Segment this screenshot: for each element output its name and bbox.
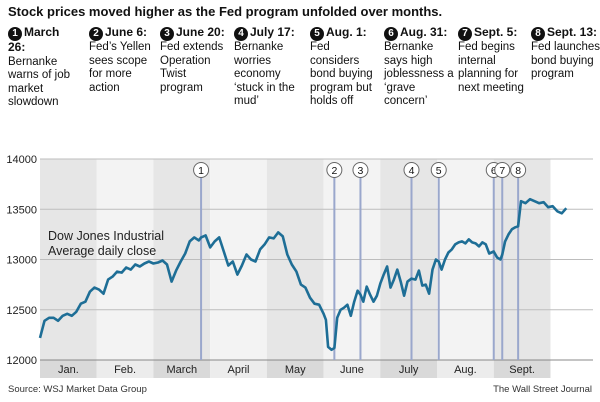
event-number-badge: 5 [310,27,324,41]
event-description: Fed considers bond buying program but ho… [310,41,373,107]
event-description: Fed begins internal planning for next me… [458,41,524,94]
event-marker-circle-3 [352,162,369,178]
month-label-band [153,360,211,378]
event-description: Bernanke worries economy ‘stuck in the m… [234,41,295,107]
series-label: Dow Jones Industrial [48,229,164,243]
event-marker-label-5: 5 [436,165,442,177]
month-tick-label: Sept. [509,364,535,376]
event-date: June 6: [105,25,148,39]
event-3: 3 June 20: Fed extends Operation Twist pro… [160,25,232,95]
month-tick-label: May [285,364,306,376]
event-marker-label-4: 4 [409,165,415,177]
event-number-badge: 6 [384,27,398,41]
month-tick-label: Jan. [58,364,79,376]
event-description: Fed’s Yellen sees scope for more action [89,41,151,94]
event-description: Bernanke says high joblessness a ‘grave … [384,41,454,107]
event-marker-circle-1 [193,162,210,178]
month-label-band [323,360,381,378]
event-marker-circle-5 [430,162,447,178]
event-4: 4 July 17: Bernanke worries economy ‘stuck… [234,25,306,109]
month-label-band [266,360,324,378]
event-marker-circle-2 [326,162,343,178]
event-date: Aug. 1: [326,25,367,39]
month-tick-label: April [228,364,250,376]
y-tick-label: 13500 [6,204,37,216]
credit-note: The Wall Street Journal [493,384,592,395]
event-marker-label-2: 2 [331,165,337,177]
event-number-badge: 1 [8,27,22,41]
event-description: Fed launches bond buying program [531,41,600,80]
event-date: Sept. 13: [547,25,598,39]
month-label-band [96,360,154,378]
month-label-band [40,360,97,378]
event-date: Aug. 31: [400,25,448,39]
event-number-badge: 3 [160,27,174,41]
month-label-band [437,360,494,378]
y-tick-label: 12000 [6,355,37,367]
event-description: Bernanke warns of job market slowdown [8,55,71,109]
month-tick-label: Aug. [454,364,477,376]
dow-jones-series-line [38,197,568,352]
event-marker-label-6: 6 [491,165,497,177]
event-number-badge: 4 [234,27,248,41]
month-tick-label: March [167,364,198,376]
event-2: 2 June 6: Fed’s Yellen sees scope for more… [89,25,161,95]
series-label: Average daily close [48,244,156,258]
month-label-band [380,360,438,378]
event-marker-circle-8 [510,162,527,178]
event-1: 1 March 26: Bernanke warns of job market s… [8,25,80,110]
y-tick-label: 14000 [6,154,37,166]
source-note: Source: WSJ Market Data Group [8,384,147,395]
event-7: 7 Sept. 5: Fed begins internal planning fo… [458,25,530,95]
y-tick-label: 12500 [6,305,37,317]
event-marker-label-8: 8 [515,165,521,177]
event-marker-label-7: 7 [499,165,505,177]
event-6: 6 Aug. 31: Bernanke says high joblessness … [384,25,456,109]
month-tick-label: Feb. [114,364,136,376]
event-marker-label-1: 1 [198,165,204,177]
event-number-badge: 2 [89,27,103,41]
event-marker-circle-4 [403,162,420,178]
event-8: 8 Sept. 13: Fed launches bond buying progr… [531,25,600,82]
event-number-badge: 7 [458,27,472,41]
event-description: Fed extends Operation Twist program [160,41,224,94]
month-tick-label: June [340,364,364,376]
event-date: July 17: [250,25,295,39]
chart-title: Stock prices moved higher as the Fed pro… [8,4,443,19]
month-tick-label: July [399,364,419,376]
month-label-band [210,360,267,378]
y-tick-label: 13000 [6,255,37,267]
event-date: March 26: [8,25,60,54]
event-marker-label-3: 3 [358,165,364,177]
event-5: 5 Aug. 1: Fed considers bond buying progra… [310,25,382,109]
event-marker-circle-7 [494,162,511,178]
event-number-badge: 8 [531,27,545,41]
month-label-band [493,360,551,378]
event-date: Sept. 5: [474,25,518,39]
event-date: June 20: [176,25,225,39]
